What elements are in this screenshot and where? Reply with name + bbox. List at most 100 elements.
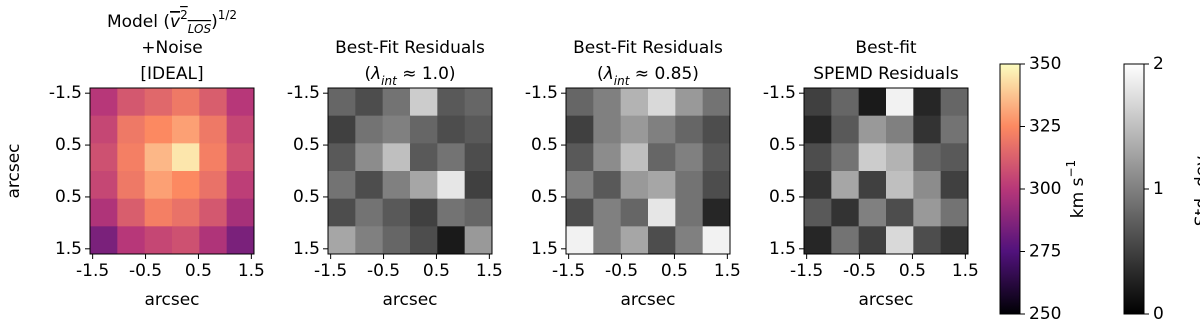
map-cell [328, 115, 356, 144]
text-segment: int [614, 74, 631, 88]
map-cell [382, 198, 411, 227]
map-cell [566, 143, 594, 172]
text-segment: SPEMD Residuals [813, 64, 959, 84]
map-cell [886, 115, 914, 144]
map-cell [913, 171, 942, 200]
panel: -1.5 -0.5 0.5 1.5-1.50.50.51.5arcsecBest-fi… [763, 38, 979, 310]
map-cell [328, 88, 356, 117]
map-cell [804, 198, 832, 227]
x-tick-label: 1.5 [476, 261, 503, 281]
map-cell [117, 226, 146, 255]
map-cell [199, 143, 228, 172]
map-cell [566, 88, 594, 117]
text-segment: int [381, 74, 398, 88]
map-cell [858, 226, 887, 255]
y-tick-label: 1.5 [293, 239, 320, 259]
map-cell [940, 171, 969, 200]
map-cell [831, 143, 860, 172]
map-cell [593, 143, 622, 172]
text-segment: −1 [1064, 160, 1078, 178]
map-cell [940, 115, 969, 144]
map-cell [804, 88, 832, 117]
map-cell [886, 143, 914, 172]
map-cell [566, 171, 594, 200]
map-cell [437, 143, 466, 172]
map-cell [648, 171, 676, 200]
map-cell [90, 226, 118, 255]
text-segment: Std. dev. [1192, 152, 1200, 226]
text-segment: [IDEAL] [140, 64, 203, 84]
y-tick-label: 1.5 [531, 239, 558, 259]
map-cell [648, 226, 676, 255]
map-cell [940, 143, 969, 172]
colorbar-tick-label: 275 [1029, 242, 1061, 262]
map-cell [437, 226, 466, 255]
map-cell [831, 171, 860, 200]
map-cell [382, 115, 411, 144]
text-segment: ( [597, 64, 604, 84]
map-cell [464, 115, 493, 144]
map-cell [226, 88, 255, 117]
map-cell [464, 226, 493, 255]
map-cell [144, 226, 173, 255]
map-cell [804, 171, 832, 200]
map-cell [620, 88, 649, 117]
x-tick-label: 0.5 [899, 261, 926, 281]
text-segment: +Noise [141, 38, 202, 58]
y-tick-label: 0.5 [531, 135, 558, 155]
colorbar: 250 275 300 325 350 km s−1 [999, 54, 1088, 324]
map-cell [886, 198, 914, 227]
map-cell [226, 143, 255, 172]
map-cell [410, 88, 438, 117]
map-cell [831, 226, 860, 255]
map-cell [117, 115, 146, 144]
map-cell [328, 171, 356, 200]
panel-title: SPEMD Residuals [813, 64, 959, 84]
y-tick-label: 0.5 [769, 187, 796, 207]
y-tick-label: 0.5 [293, 135, 320, 155]
colorbar: 0 1 2 Std. dev. [1123, 54, 1200, 324]
map-cell [702, 198, 731, 227]
axes-frame [89, 87, 255, 255]
map-cell [172, 226, 200, 255]
map-cell [144, 171, 173, 200]
map-cell [410, 115, 438, 144]
map-cell [355, 198, 384, 227]
map-cell [913, 115, 942, 144]
map-cell [804, 226, 832, 255]
x-tick-label: 1.5 [952, 261, 979, 281]
x-tick-label: -0.5 [367, 261, 400, 281]
map-cell [382, 226, 411, 255]
map-cell [913, 143, 942, 172]
map-cell [355, 226, 384, 255]
y-tick-label: -1.5 [525, 83, 558, 103]
map-cell [199, 171, 228, 200]
map-cell [226, 226, 255, 255]
y-axis-label: arcsec [4, 143, 24, 198]
map-cell [593, 226, 622, 255]
map-cell [620, 143, 649, 172]
map-cell [199, 226, 228, 255]
x-tick-label: -1.5 [314, 261, 347, 281]
text-segment: km s [1068, 177, 1088, 218]
panel: -1.5 -0.5 0.5 1.5-1.50.50.51.5arcsecBest-Fi… [525, 38, 741, 310]
map-cell [464, 171, 493, 200]
map-cell [702, 88, 731, 117]
map-cell [90, 115, 118, 144]
map-cell [566, 226, 594, 255]
x-axis-label: arcsec [382, 290, 437, 310]
map-cell [464, 88, 493, 117]
y-tick-label: -1.5 [287, 83, 320, 103]
map-cell [675, 115, 704, 144]
map-cell [566, 198, 594, 227]
map-cell [199, 198, 228, 227]
y-tick-label: 0.5 [55, 135, 82, 155]
map-cell [117, 143, 146, 172]
map-cell [226, 198, 255, 227]
map-cell [410, 143, 438, 172]
map-cell [620, 115, 649, 144]
text-segment: 1/2 [218, 8, 237, 22]
map-cell [913, 198, 942, 227]
colorbar-tick-label: 0 [1153, 304, 1164, 324]
y-tick-label: 1.5 [769, 239, 796, 259]
